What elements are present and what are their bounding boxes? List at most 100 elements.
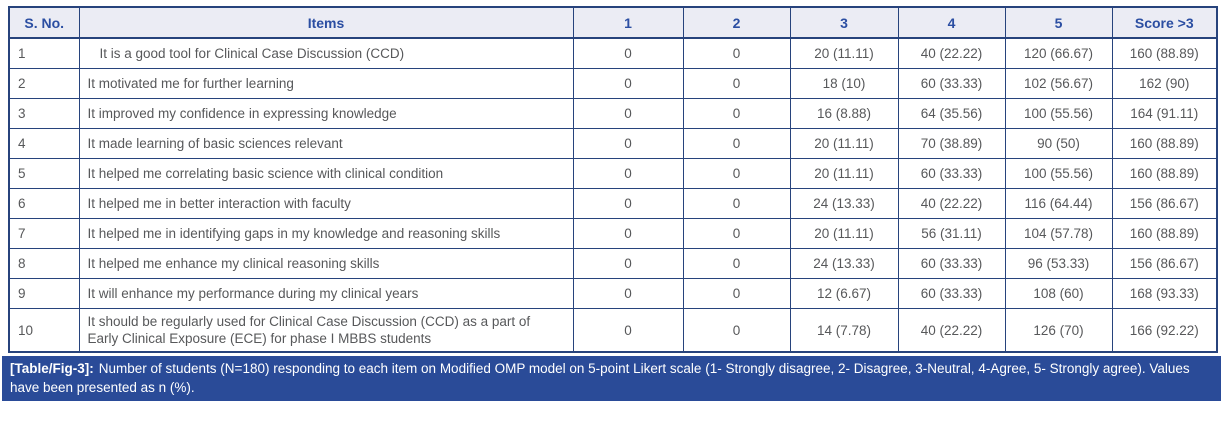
cell-rating-3: 16 (8.88) (789, 98, 899, 129)
cell-rating-4: 60 (33.33) (897, 248, 1006, 279)
table-row: 5 It helped me correlating basic science… (8, 158, 1218, 189)
cell-rating-5: 104 (57.78) (1004, 218, 1113, 249)
cell-item: It helped me in identifying gaps in my k… (78, 218, 574, 249)
cell-rating-2: 0 (682, 128, 791, 159)
cell-rating-3: 14 (7.78) (789, 308, 899, 353)
cell-item: It made learning of basic sciences relev… (78, 128, 574, 159)
cell-rating-2: 0 (682, 158, 791, 189)
table-row: 1 It is a good tool for Clinical Case Di… (8, 37, 1218, 69)
cell-score-gt3: 168 (93.33) (1111, 278, 1218, 309)
cell-score-gt3: 164 (91.11) (1111, 98, 1218, 129)
cell-rating-2: 0 (682, 218, 791, 249)
table-row: 4 It made learning of basic sciences rel… (8, 128, 1218, 159)
header-row: S. No. Items 1 2 3 4 5 Score >3 (8, 6, 1218, 39)
cell-score-gt3: 160 (88.89) (1111, 158, 1218, 189)
cell-rating-5: 102 (56.67) (1004, 68, 1113, 99)
cell-sno: 10 (8, 308, 80, 353)
cell-rating-1: 0 (572, 158, 684, 189)
cell-item: It motivated me for further learning (78, 68, 574, 99)
cell-rating-2: 0 (682, 98, 791, 129)
cell-rating-1: 0 (572, 98, 684, 129)
cell-rating-1: 0 (572, 278, 684, 309)
cell-score-gt3: 156 (86.67) (1111, 188, 1218, 219)
likert-results-table: S. No. Items 1 2 3 4 5 Score >3 1 It is … (8, 6, 1218, 353)
table-row: 2 It motivated me for further learning 0… (8, 68, 1218, 99)
table-row: 6 It helped me in better interaction wit… (8, 188, 1218, 219)
cell-item: It helped me enhance my clinical reasoni… (78, 248, 574, 279)
cell-sno: 4 (8, 128, 80, 159)
cell-rating-4: 40 (22.22) (897, 188, 1006, 219)
cell-rating-2: 0 (682, 308, 791, 353)
cell-rating-5: 108 (60) (1004, 278, 1113, 309)
cell-rating-4: 56 (31.11) (897, 218, 1006, 249)
cell-sno: 9 (8, 278, 80, 309)
cell-score-gt3: 166 (92.22) (1111, 308, 1218, 353)
cell-rating-3: 24 (13.33) (789, 188, 899, 219)
cell-sno: 1 (8, 37, 80, 69)
cell-rating-1: 0 (572, 37, 684, 69)
cell-rating-5: 90 (50) (1004, 128, 1113, 159)
caption-text: Number of students (N=180) responding to… (10, 361, 1190, 395)
table-row: 7 It helped me in identifying gaps in my… (8, 218, 1218, 249)
cell-rating-1: 0 (572, 308, 684, 353)
column-header-sno: S. No. (8, 6, 80, 39)
cell-item: It improved my confidence in expressing … (78, 98, 574, 129)
cell-rating-4: 40 (22.22) (897, 308, 1006, 353)
cell-rating-1: 0 (572, 68, 684, 99)
figure-caption: [Table/Fig-3]: Number of students (N=180)… (2, 356, 1221, 401)
cell-item: It helped me in better interaction with … (78, 188, 574, 219)
cell-rating-4: 60 (33.33) (897, 158, 1006, 189)
cell-rating-3: 20 (11.11) (789, 218, 899, 249)
cell-rating-2: 0 (682, 248, 791, 279)
table-body: 1 It is a good tool for Clinical Case Di… (8, 37, 1218, 353)
cell-rating-2: 0 (682, 68, 791, 99)
cell-score-gt3: 160 (88.89) (1111, 128, 1218, 159)
cell-rating-3: 18 (10) (789, 68, 899, 99)
cell-rating-5: 100 (55.56) (1004, 98, 1113, 129)
cell-rating-4: 70 (38.89) (897, 128, 1006, 159)
table-row: 8 It helped me enhance my clinical reaso… (8, 248, 1218, 279)
cell-rating-2: 0 (682, 188, 791, 219)
cell-rating-1: 0 (572, 218, 684, 249)
cell-rating-5: 100 (55.56) (1004, 158, 1113, 189)
cell-sno: 3 (8, 98, 80, 129)
cell-rating-3: 12 (6.67) (789, 278, 899, 309)
cell-rating-3: 20 (11.11) (789, 128, 899, 159)
cell-rating-5: 126 (70) (1004, 308, 1113, 353)
table-row: 10 It should be regularly used for Clini… (8, 308, 1218, 353)
cell-sno: 5 (8, 158, 80, 189)
table-row: 9 It will enhance my performance during … (8, 278, 1218, 309)
cell-rating-5: 116 (64.44) (1004, 188, 1113, 219)
cell-score-gt3: 162 (90) (1111, 68, 1218, 99)
cell-rating-3: 20 (11.11) (789, 158, 899, 189)
cell-rating-3: 20 (11.11) (789, 37, 899, 69)
cell-item: It will enhance my performance during my… (78, 278, 574, 309)
cell-rating-5: 96 (53.33) (1004, 248, 1113, 279)
column-header-items: Items (78, 6, 574, 39)
caption-label: [Table/Fig-3]: (10, 361, 94, 376)
cell-rating-4: 60 (33.33) (897, 278, 1006, 309)
cell-score-gt3: 160 (88.89) (1111, 218, 1218, 249)
cell-score-gt3: 156 (86.67) (1111, 248, 1218, 279)
column-header-2: 2 (682, 6, 791, 39)
cell-sno: 6 (8, 188, 80, 219)
cell-sno: 8 (8, 248, 80, 279)
table-header: S. No. Items 1 2 3 4 5 Score >3 (8, 6, 1218, 39)
cell-rating-1: 0 (572, 248, 684, 279)
cell-item: It helped me correlating basic science w… (78, 158, 574, 189)
column-header-1: 1 (572, 6, 684, 39)
cell-rating-1: 0 (572, 188, 684, 219)
table-row: 3 It improved my confidence in expressin… (8, 98, 1218, 129)
column-header-score-gt3: Score >3 (1111, 6, 1218, 39)
cell-item: It should be regularly used for Clinical… (78, 308, 574, 353)
cell-item: It is a good tool for Clinical Case Disc… (78, 37, 574, 69)
cell-sno: 7 (8, 218, 80, 249)
column-header-5: 5 (1004, 6, 1113, 39)
cell-rating-4: 40 (22.22) (897, 37, 1006, 69)
column-header-4: 4 (897, 6, 1006, 39)
column-header-3: 3 (789, 6, 899, 39)
cell-rating-1: 0 (572, 128, 684, 159)
cell-sno: 2 (8, 68, 80, 99)
cell-rating-4: 60 (33.33) (897, 68, 1006, 99)
